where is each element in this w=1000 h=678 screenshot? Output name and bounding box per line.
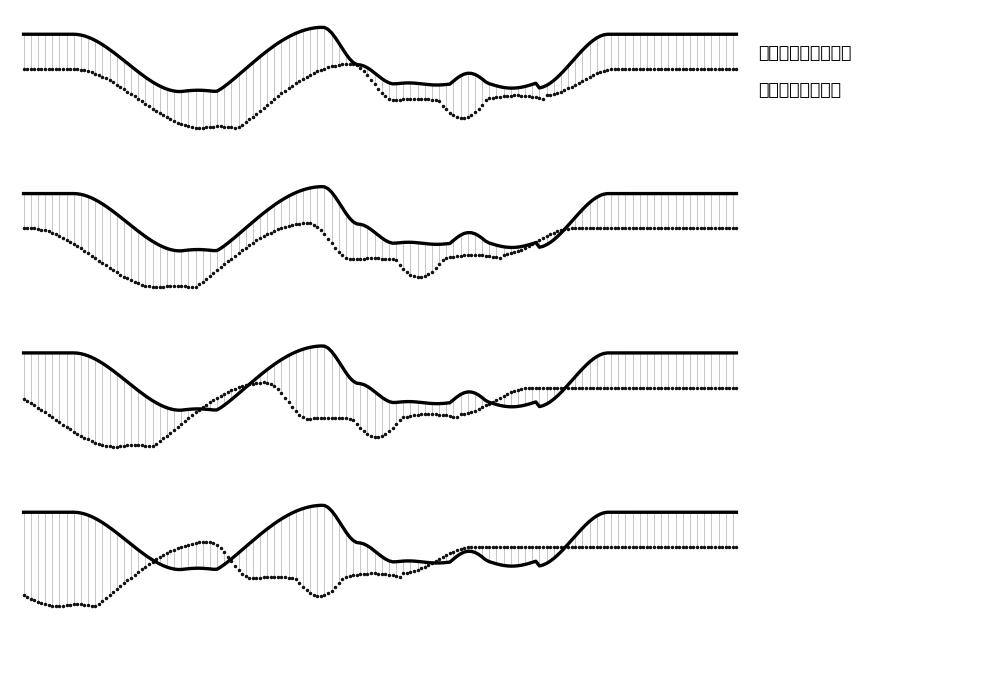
Text: 虚线代表模板样本: 虚线代表模板样本 bbox=[758, 81, 841, 100]
Text: 实线代表待识别样本: 实线代表待识别样本 bbox=[758, 44, 851, 62]
